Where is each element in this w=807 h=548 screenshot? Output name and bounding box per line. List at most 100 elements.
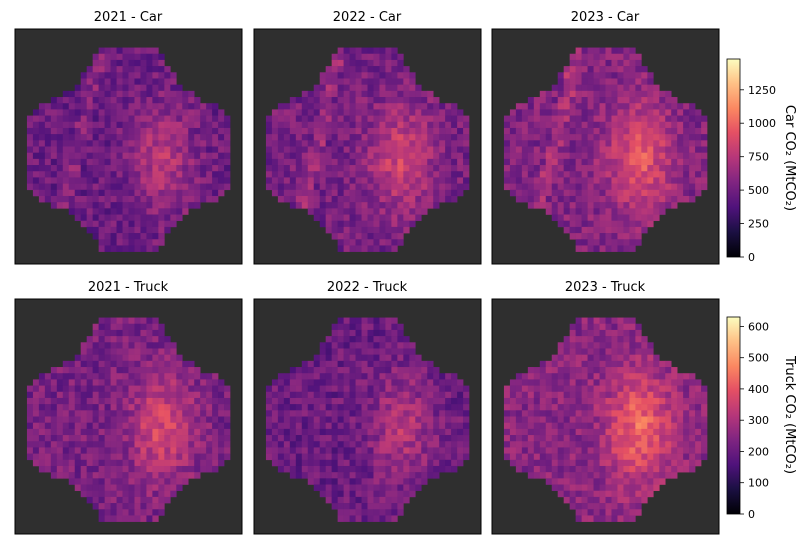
heatmap-cell bbox=[140, 202, 147, 209]
heatmap-cell bbox=[116, 410, 123, 417]
heatmap-cell bbox=[80, 109, 87, 116]
heatmap-cell bbox=[605, 171, 612, 178]
heatmap-cell bbox=[26, 146, 34, 153]
heatmap-cell bbox=[116, 183, 123, 191]
heatmap-cell bbox=[110, 404, 117, 411]
heatmap-cell bbox=[683, 453, 690, 461]
heatmap-cell bbox=[581, 53, 588, 61]
heatmap-cell bbox=[647, 158, 654, 166]
heatmap-cell bbox=[647, 385, 654, 393]
heatmap-cell bbox=[212, 422, 219, 430]
heatmap-cell bbox=[515, 140, 523, 147]
heatmap-cell bbox=[74, 373, 82, 380]
heatmap-cell bbox=[80, 422, 87, 430]
heatmap-cell bbox=[224, 453, 231, 461]
heatmap-cell bbox=[122, 72, 129, 79]
heatmap-cell bbox=[379, 478, 386, 485]
heatmap-cell bbox=[50, 373, 58, 380]
heatmap-cell bbox=[349, 90, 356, 98]
heatmap-cell bbox=[641, 428, 648, 436]
heatmap-cell bbox=[385, 496, 392, 504]
heatmap-cell bbox=[128, 183, 135, 191]
heatmap-cell bbox=[224, 177, 231, 184]
heatmap-cell bbox=[32, 422, 40, 430]
heatmap-cell bbox=[92, 329, 99, 337]
heatmap-cell bbox=[158, 53, 165, 61]
heatmap-cell bbox=[98, 342, 105, 349]
heatmap-cell bbox=[331, 202, 338, 209]
heatmap-cell bbox=[593, 484, 600, 492]
heatmap-cell bbox=[182, 360, 189, 368]
heatmap-cell bbox=[349, 140, 356, 147]
heatmap-cell bbox=[629, 202, 636, 209]
heatmap-cell bbox=[152, 373, 159, 380]
heatmap-cell bbox=[289, 165, 297, 172]
colorbar-tick-label: 1250 bbox=[748, 84, 776, 97]
heatmap-cell bbox=[415, 202, 422, 209]
heatmap-cell bbox=[599, 53, 606, 61]
heatmap-cell bbox=[50, 97, 58, 104]
heatmap-cell bbox=[152, 97, 159, 104]
heatmap-cell bbox=[319, 195, 326, 203]
heatmap-cell bbox=[337, 367, 344, 374]
heatmap-cell bbox=[665, 441, 672, 448]
heatmap-cell bbox=[575, 422, 582, 430]
heatmap-cell bbox=[611, 342, 618, 349]
heatmap-cell bbox=[98, 484, 105, 492]
heatmap-cell bbox=[391, 214, 398, 222]
heatmap-cell bbox=[206, 165, 213, 172]
heatmap-cell bbox=[593, 503, 600, 510]
heatmap-cell bbox=[361, 152, 368, 160]
heatmap-cell bbox=[385, 422, 392, 430]
heatmap-cell bbox=[521, 447, 529, 454]
heatmap-cell bbox=[629, 214, 636, 222]
heatmap-cell bbox=[140, 165, 147, 172]
heatmap-cell bbox=[439, 195, 446, 203]
heatmap-cell bbox=[659, 177, 666, 184]
heatmap-cell bbox=[134, 465, 141, 473]
heatmap-cell bbox=[635, 354, 642, 362]
heatmap-cell bbox=[415, 84, 422, 92]
heatmap-cell bbox=[391, 410, 398, 417]
heatmap-cell bbox=[361, 78, 368, 85]
heatmap-cell bbox=[647, 127, 654, 135]
heatmap-cell bbox=[134, 90, 141, 98]
heatmap-cell bbox=[80, 115, 87, 123]
heatmap-cell bbox=[331, 90, 338, 98]
heatmap-cell bbox=[379, 441, 386, 448]
heatmap-cell bbox=[277, 416, 285, 423]
heatmap-cell bbox=[575, 47, 582, 55]
heatmap-cell bbox=[427, 171, 434, 178]
heatmap-cell bbox=[527, 472, 535, 479]
heatmap-cell bbox=[563, 472, 570, 479]
heatmap-cell bbox=[319, 202, 326, 209]
heatmap-cell bbox=[313, 189, 321, 197]
heatmap-cell bbox=[605, 72, 612, 79]
heatmap-cell bbox=[176, 416, 183, 423]
heatmap-cell bbox=[146, 208, 153, 215]
heatmap-cell bbox=[170, 404, 177, 411]
heatmap-cell bbox=[349, 329, 356, 337]
heatmap-cell bbox=[599, 515, 606, 522]
heatmap-cell bbox=[331, 158, 338, 166]
heatmap-cell bbox=[343, 226, 350, 234]
heatmap-cell bbox=[271, 115, 279, 123]
heatmap-cell bbox=[599, 441, 606, 448]
heatmap-cell bbox=[397, 385, 404, 393]
heatmap-cell bbox=[611, 78, 618, 85]
heatmap-cell bbox=[659, 97, 666, 104]
heatmap-cell bbox=[164, 459, 171, 467]
heatmap-cell bbox=[361, 391, 368, 399]
heatmap-cell bbox=[545, 404, 553, 411]
heatmap-cell bbox=[44, 441, 52, 448]
heatmap-cell bbox=[361, 103, 368, 110]
heatmap-cell bbox=[421, 146, 428, 153]
heatmap-cell bbox=[277, 195, 285, 203]
heatmap-cell bbox=[182, 472, 189, 479]
heatmap-cell bbox=[164, 109, 171, 116]
heatmap-cell bbox=[146, 233, 153, 240]
heatmap-cell bbox=[581, 465, 588, 473]
heatmap-cell bbox=[641, 354, 648, 362]
heatmap-cell bbox=[26, 121, 34, 129]
heatmap-cell bbox=[605, 515, 612, 522]
